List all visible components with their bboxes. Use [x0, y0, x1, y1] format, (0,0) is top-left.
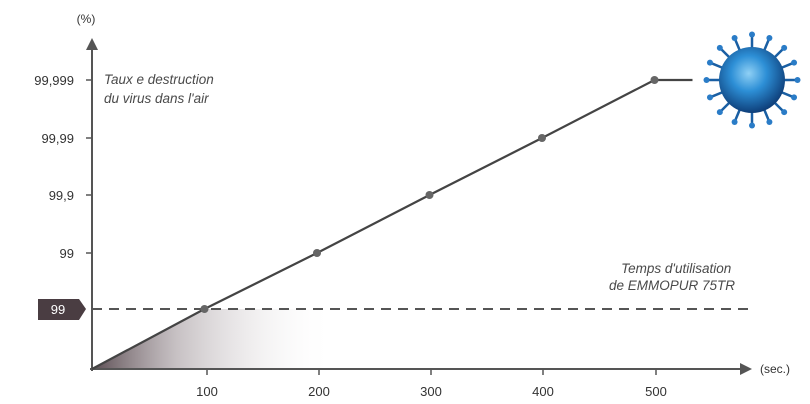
- reference-note-line: Temps d'utilisation: [621, 261, 731, 276]
- virus-spike-tip: [749, 31, 755, 38]
- y-axis-unit: (%): [77, 12, 96, 26]
- y-axis: [86, 38, 98, 371]
- reference-tag: 99: [38, 299, 86, 320]
- x-tick-label: 400: [532, 384, 554, 399]
- virus-spike-tip: [791, 59, 798, 66]
- data-point: [200, 305, 209, 313]
- reference-tag-label: 99: [51, 302, 65, 317]
- x-tick-100: 100: [196, 369, 218, 399]
- virus-spike-tip: [703, 77, 710, 83]
- shaded-area: [92, 309, 335, 369]
- virus-spike-tip: [766, 119, 773, 126]
- curve-annotation-line: Taux e destruction: [104, 72, 214, 87]
- y-tick-label: 99,9: [49, 188, 74, 203]
- virus-spike-tip: [716, 44, 723, 51]
- data-point: [538, 134, 546, 142]
- y-tick-label: 99,99: [41, 131, 74, 146]
- virus-spike-tip: [706, 59, 713, 66]
- virus-body: [719, 47, 785, 113]
- data-point: [650, 76, 659, 84]
- virus-spike-tip: [766, 34, 773, 41]
- y-tick-99-99: 99,99: [41, 131, 92, 146]
- x-axis-unit: (sec.): [760, 362, 790, 376]
- data-point: [313, 249, 321, 257]
- virus-spike-tip: [791, 94, 798, 101]
- y-tick-label: 99,999: [34, 73, 74, 88]
- x-axis: [90, 363, 752, 375]
- virus-spike-tip: [731, 119, 738, 126]
- virus-icon: [703, 31, 801, 129]
- y-tick-99-9: 99,9: [49, 188, 92, 203]
- virus-spike-tip: [749, 122, 755, 129]
- virus-spike-tip: [716, 109, 723, 116]
- y-tick-label: 99: [60, 246, 74, 261]
- x-tick-500: 500: [645, 369, 667, 399]
- virus-spike-tip: [706, 94, 713, 101]
- x-tick-label: 200: [308, 384, 330, 399]
- x-tick-300: 300: [420, 369, 442, 399]
- reference-note-line: de EMMOPUR 75TR: [609, 278, 735, 293]
- virus-spike-tip: [731, 34, 738, 41]
- x-tick-label: 500: [645, 384, 667, 399]
- virus-spike-tip: [781, 109, 788, 116]
- virus-spike-tip: [794, 77, 801, 83]
- x-tick-label: 300: [420, 384, 442, 399]
- x-tick-label: 100: [196, 384, 218, 399]
- y-tick-99-999: 99,999: [34, 73, 92, 88]
- y-tick-99: 99: [60, 246, 92, 261]
- x-tick-400: 400: [532, 369, 554, 399]
- series-line: [91, 79, 656, 370]
- series-layer: [91, 76, 693, 370]
- data-point: [425, 191, 434, 199]
- curve-annotation: Taux e destruction du virus dans l'air: [104, 72, 218, 106]
- curve-annotation-line: du virus dans l'air: [104, 91, 209, 106]
- reference-note: Temps d'utilisation de EMMOPUR 75TR: [609, 261, 735, 293]
- virus-spike-tip: [781, 44, 788, 51]
- x-tick-200: 200: [308, 369, 330, 399]
